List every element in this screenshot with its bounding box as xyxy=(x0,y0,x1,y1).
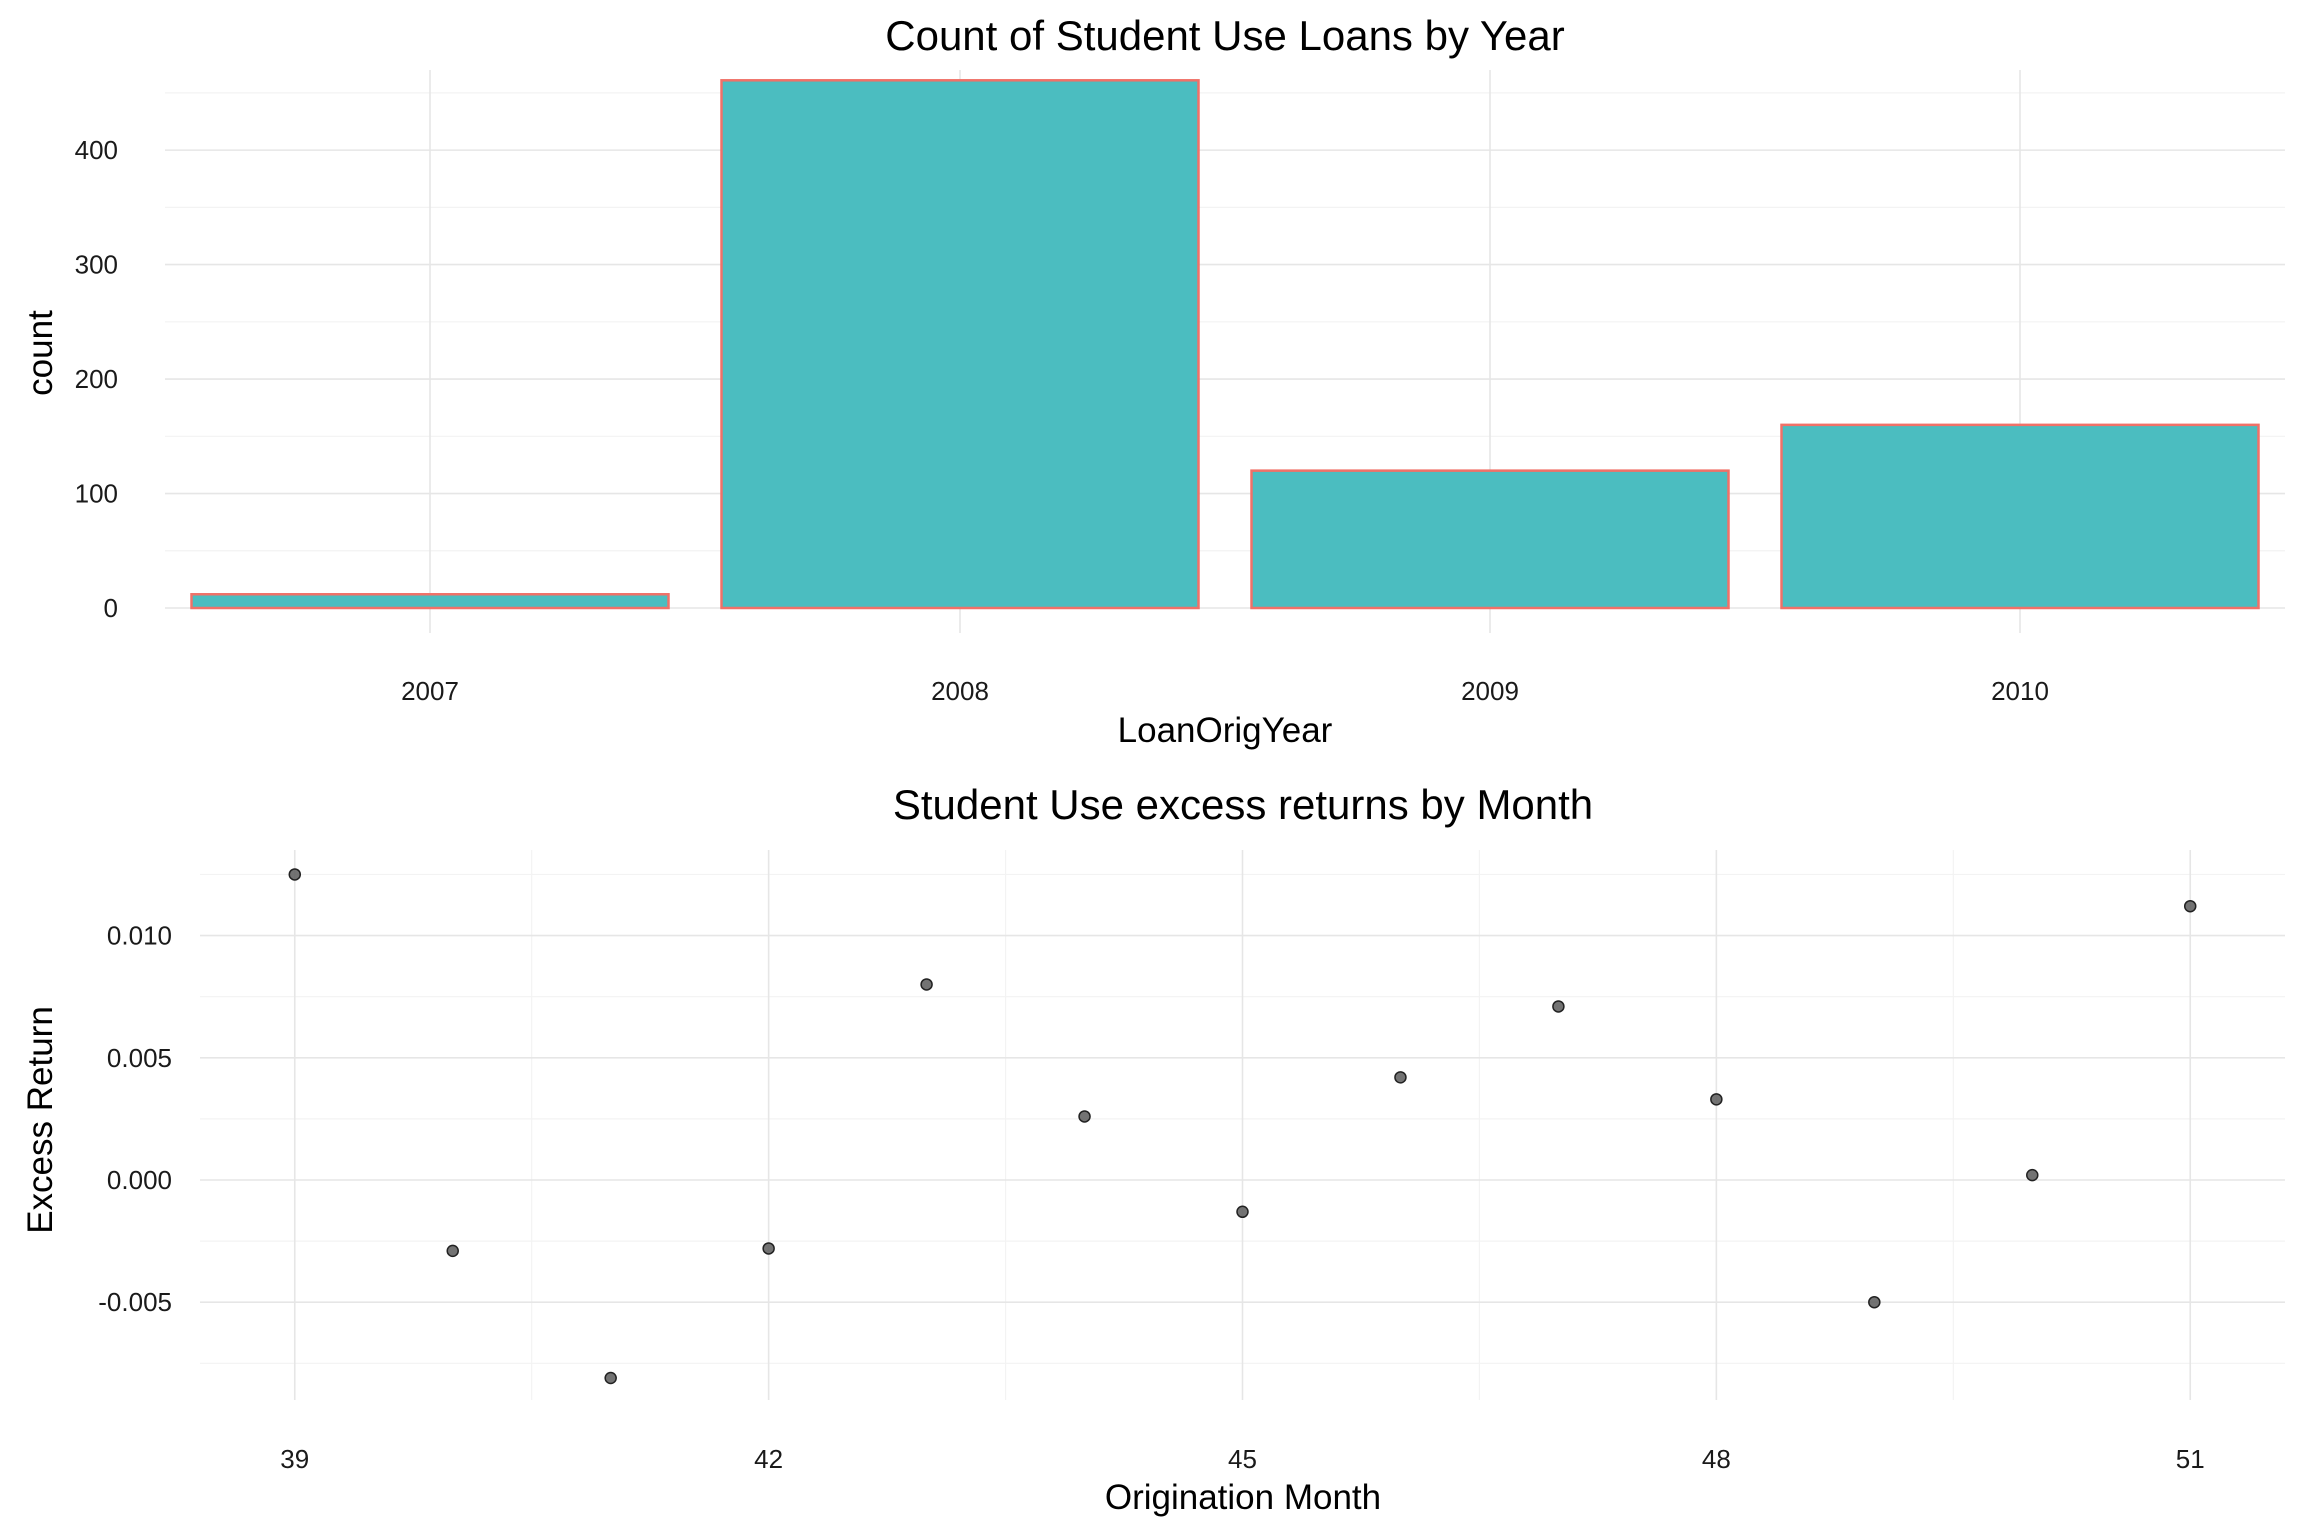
data-point-50 xyxy=(2026,1168,2039,1182)
data-point-44 xyxy=(1078,1110,1091,1123)
bar-2007 xyxy=(190,593,670,610)
data-point-47 xyxy=(1552,1000,1565,1013)
data-point-42 xyxy=(762,1242,775,1255)
data-point-41 xyxy=(604,1371,617,1385)
bar-chart-bars xyxy=(190,79,2260,610)
chart-title: Student Use excess returns by Month xyxy=(893,781,1593,828)
data-point-40 xyxy=(446,1244,459,1258)
x-tick-label: 45 xyxy=(1228,1444,1257,1474)
y-tick-label: -0.005 xyxy=(98,1287,172,1317)
x-tick-label: 39 xyxy=(280,1444,309,1474)
x-tick-label: 2008 xyxy=(931,676,989,706)
y-tick-label: 100 xyxy=(75,479,118,509)
x-tick-label: 42 xyxy=(754,1444,783,1474)
x-tick-label: 48 xyxy=(1702,1444,1731,1474)
x-tick-label: 2010 xyxy=(1991,676,2049,706)
y-tick-label: 0.010 xyxy=(107,921,172,951)
y-tick-label: 300 xyxy=(75,250,118,280)
data-point-51 xyxy=(2183,899,2197,913)
data-point-45 xyxy=(1236,1205,1249,1219)
scatter-chart-x-ticks: 39 42 45 48 51 xyxy=(280,1444,2204,1474)
data-point-43 xyxy=(920,978,933,991)
x-axis-title: Origination Month xyxy=(1105,1478,1381,1517)
bar-2008 xyxy=(720,79,1200,610)
y-tick-label: 0 xyxy=(104,593,118,623)
scatter-chart-points xyxy=(288,868,2197,1385)
x-tick-label: 51 xyxy=(2176,1444,2205,1474)
data-point-46 xyxy=(1394,1071,1407,1084)
x-tick-label: 2007 xyxy=(401,676,459,706)
bar-chart: Count of Student Use Loans by Year 0 100 2… xyxy=(21,12,2285,750)
scatter-chart: Student Use excess returns by Month -0.0… xyxy=(21,781,2285,1517)
bar-2009 xyxy=(1250,469,1730,610)
bar-chart-y-ticks: 0 100 200 300 400 xyxy=(75,135,118,623)
scatter-chart-y-ticks: -0.005 0.000 0.005 0.010 xyxy=(98,921,172,1318)
bar-chart-x-ticks: 2007 2008 2009 2010 xyxy=(401,676,2049,706)
data-point-48 xyxy=(1710,1093,1723,1106)
y-tick-label: 0.000 xyxy=(107,1165,172,1195)
x-tick-label: 2009 xyxy=(1461,676,1519,706)
y-axis-title: count xyxy=(21,310,60,396)
y-tick-label: 0.005 xyxy=(107,1043,172,1073)
y-tick-label: 400 xyxy=(75,135,118,165)
y-axis-title: Excess Return xyxy=(21,1006,60,1234)
data-point-39 xyxy=(288,868,302,881)
chart-title: Count of Student Use Loans by Year xyxy=(885,12,1565,59)
y-tick-label: 200 xyxy=(75,364,118,394)
bar-2010 xyxy=(1780,423,2260,610)
scatter-chart-grid xyxy=(200,850,2285,1400)
x-axis-title: LoanOrigYear xyxy=(1118,711,1333,750)
data-point-49 xyxy=(1868,1295,1881,1309)
